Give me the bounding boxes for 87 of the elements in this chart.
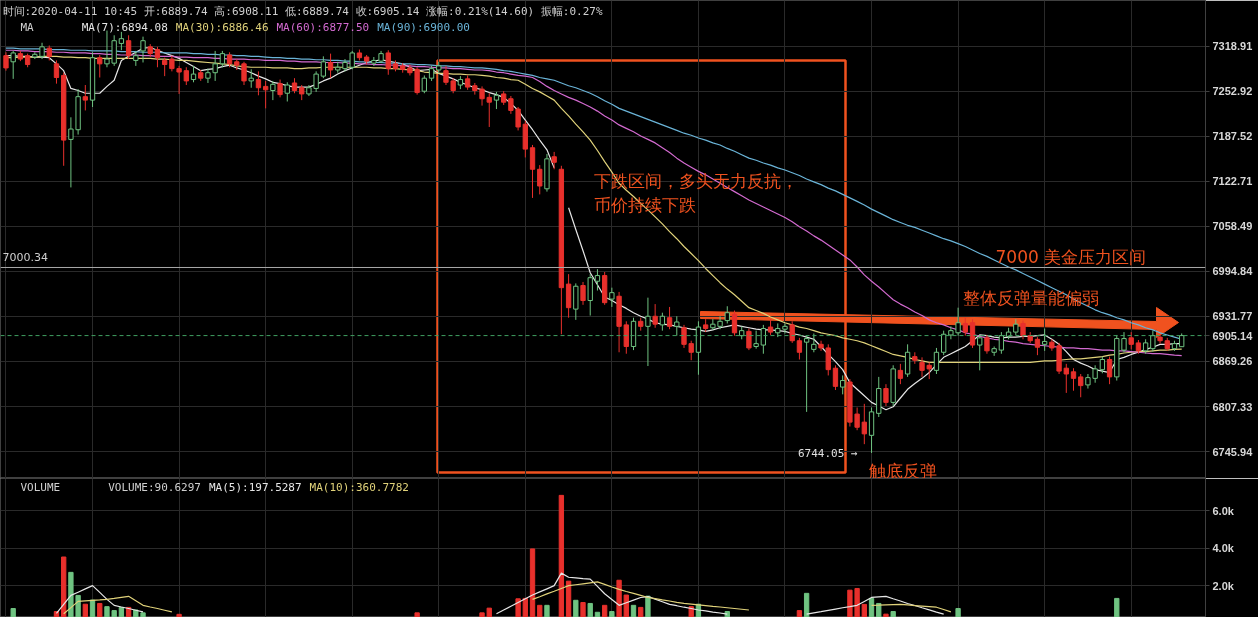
candlestick — [832, 364, 839, 391]
candlestick — [1070, 367, 1077, 392]
y-tick-label: 4.0k — [1212, 542, 1235, 555]
candlestick — [746, 327, 752, 351]
annotation: 6744.05 → — [797, 446, 858, 460]
candlestick — [609, 287, 615, 308]
candlestick — [580, 281, 586, 306]
candlestick — [565, 273, 572, 319]
series-label: MA(7):6894.08 — [81, 20, 168, 34]
candlestick — [385, 49, 391, 76]
candlestick — [118, 31, 125, 51]
candlestick — [1034, 336, 1041, 356]
text: MA(5):197.5287 — [208, 480, 302, 494]
annotation: 7000 美金压力区间 — [995, 246, 1147, 267]
candlestick — [825, 343, 831, 376]
candlestick — [969, 318, 976, 349]
y-tick-label: 7122.71 — [1212, 175, 1253, 188]
candlestick — [645, 297, 651, 367]
candlestick — [154, 46, 161, 68]
text: MA(60):6877.50 — [276, 20, 370, 34]
candlestick — [811, 333, 817, 353]
candlestick — [998, 331, 1005, 355]
ref-line-label: 7000.34 — [2, 251, 48, 265]
candlestick — [652, 303, 658, 329]
legend-title: MA — [20, 20, 35, 34]
legend-title: VOLUME — [20, 480, 61, 494]
candlestick — [984, 334, 990, 355]
text: MA(90):6900.00 — [377, 20, 470, 34]
chart-title: 时间:2020-04-11 10:45 开:6889.74 高:6908.11 低:6889.74 收:6905.14 涨幅:0.21%(14.60) 振幅:0.27% — [2, 4, 603, 18]
candlestick — [1041, 327, 1048, 352]
candlestick — [840, 374, 846, 395]
candlestick — [789, 320, 795, 344]
candlestick — [537, 164, 543, 195]
candlestick — [731, 310, 738, 337]
candlestick — [883, 383, 889, 407]
annotation: VOLUME:90.6297 — [108, 480, 201, 494]
annotation: 触底反弹 — [868, 460, 937, 481]
candlestick — [3, 51, 9, 72]
y-tick-label: 7187.52 — [1212, 130, 1253, 143]
candlestick — [10, 50, 16, 80]
candlestick — [529, 144, 536, 199]
ref-line-label: 6905.14 — [1212, 329, 1254, 342]
candlestick — [284, 81, 290, 102]
candlestick — [1078, 373, 1084, 398]
candlestick — [53, 59, 60, 85]
candlestick — [320, 55, 327, 79]
y-tick-label: 6869.26 — [1212, 355, 1253, 368]
candlestick — [82, 84, 88, 111]
candlestick — [760, 324, 767, 355]
candlestick — [904, 343, 911, 378]
candlestick — [897, 363, 904, 385]
candlestick — [162, 57, 168, 77]
text: MA(10):360.7782 — [309, 480, 409, 494]
candlestick — [327, 53, 334, 79]
candlestick — [674, 315, 680, 337]
y-tick-label: 6931.77 — [1212, 310, 1253, 323]
y-tick-label: 7058.49 — [1212, 220, 1253, 233]
candlestick — [818, 340, 824, 352]
candlestick — [753, 330, 759, 350]
y-tick-label: 7252.92 — [1212, 85, 1253, 98]
y-tick-label: 2.0k — [1212, 579, 1235, 592]
y-tick-label: 6745.94 — [1212, 445, 1254, 458]
candlestick — [861, 403, 867, 445]
candlestick — [796, 337, 803, 361]
candlestick — [803, 335, 810, 413]
candlestick — [933, 347, 940, 375]
candlestick — [140, 36, 146, 63]
candlestick — [125, 34, 132, 60]
candlestick — [587, 273, 593, 317]
y-tick-label: 6994.84 — [1212, 265, 1254, 278]
candlestick — [941, 330, 947, 356]
candlestick — [270, 80, 276, 101]
candlestick — [97, 54, 103, 78]
candlestick — [868, 406, 875, 454]
y-tick-label: 6.0k — [1212, 504, 1235, 517]
candlestick — [1106, 356, 1113, 385]
candlestick — [977, 334, 983, 371]
candlestick — [255, 70, 262, 96]
text: MA(30):6886.46 — [175, 20, 269, 34]
candlestick — [248, 68, 254, 89]
y-tick-label: 7318.91 — [1212, 40, 1253, 53]
candlestick — [594, 268, 601, 292]
candlestick — [666, 306, 673, 330]
candlestick — [1020, 320, 1026, 340]
candlestick — [1150, 330, 1156, 353]
candlestick — [573, 282, 579, 321]
y-tick-label: 6807.33 — [1212, 400, 1253, 413]
